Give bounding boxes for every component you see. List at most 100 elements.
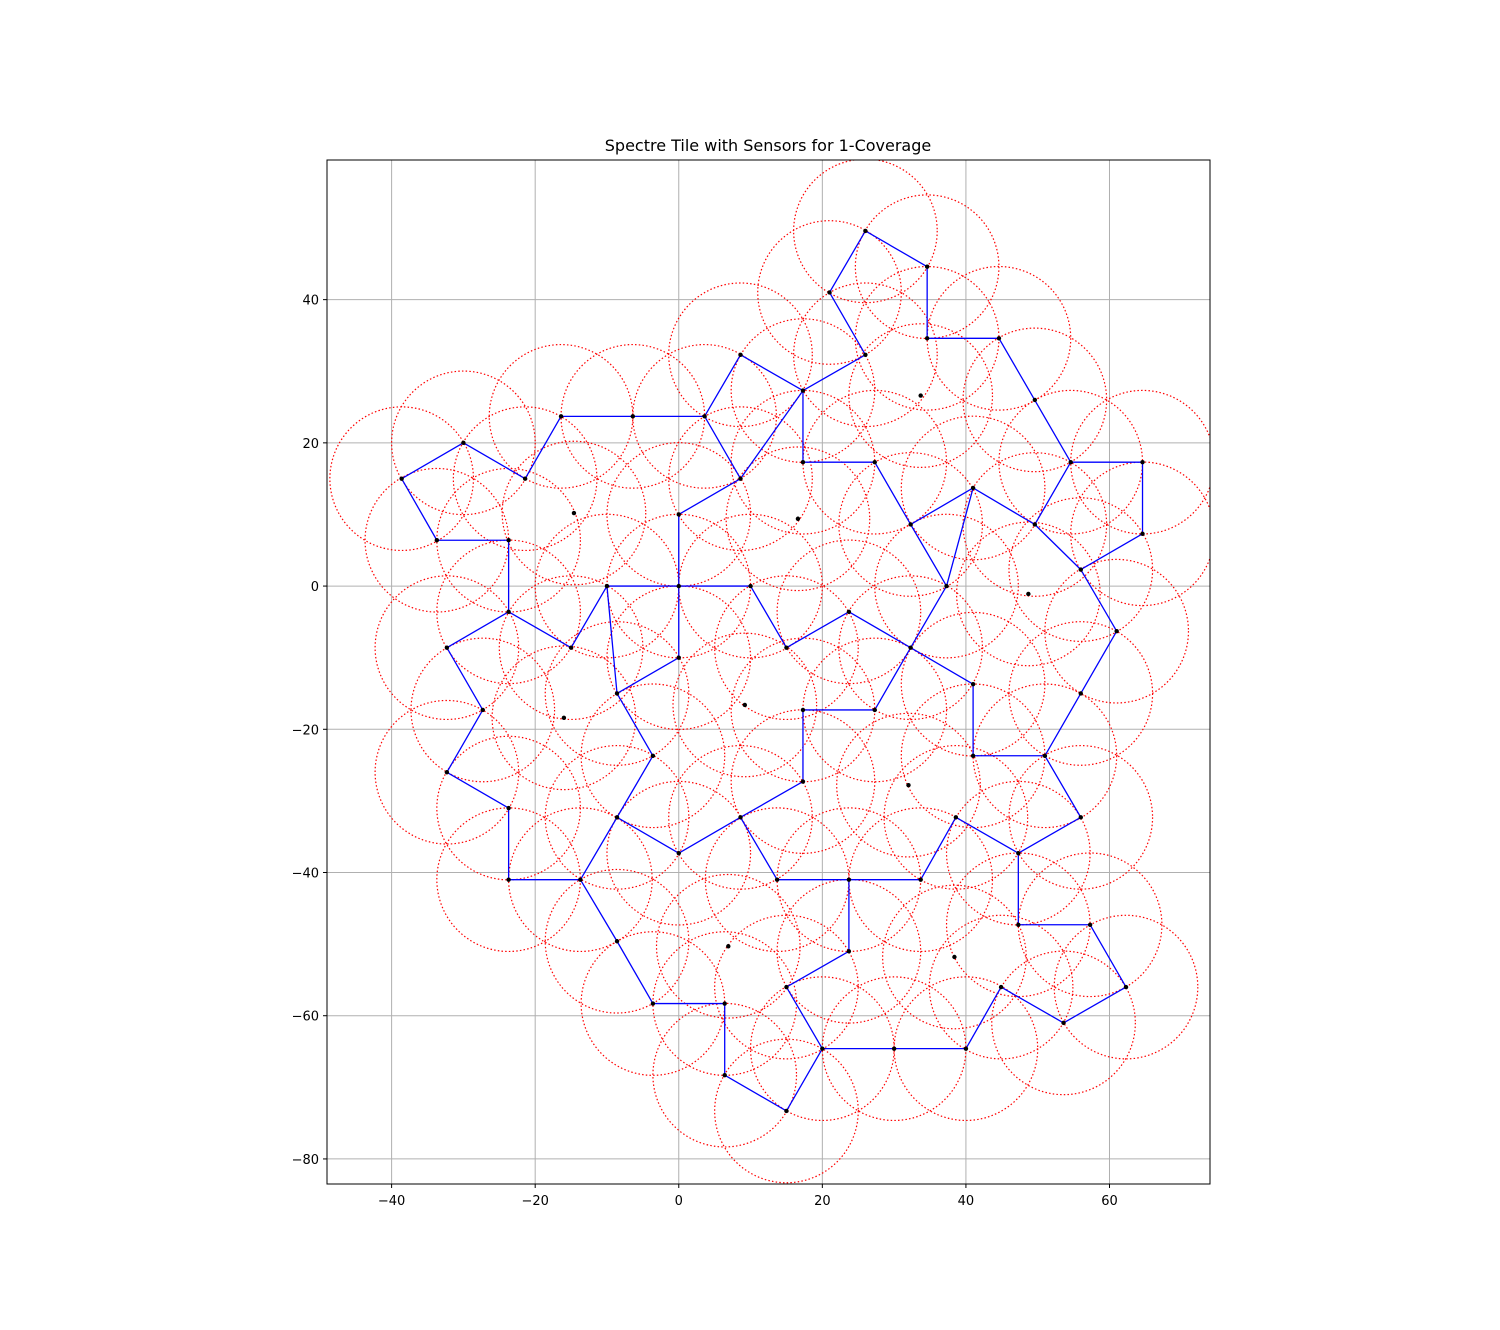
x-tick-label: 20 [814,1194,831,1209]
tile-edge [704,416,742,479]
coverage-circle [900,611,1046,757]
sensor-point [1061,1020,1066,1026]
sensor-point [800,779,806,784]
coverage-circle [793,282,938,428]
tile-edge [920,817,957,880]
tile-edge [785,1048,823,1112]
sensor-point [944,583,949,589]
sensor-point [908,522,913,527]
sensor-point [795,516,801,521]
tile-edge [749,585,788,648]
tile-edge [446,771,509,809]
coverage-circle [928,914,1074,1060]
sensor-point [506,877,511,882]
tile-edge [570,585,608,648]
tile-edge [446,647,484,711]
tile-edge [463,442,526,480]
coverage-circle [962,452,1108,597]
tile-edge [786,950,850,988]
tile-edge [616,816,680,854]
sensor-point [676,850,681,856]
sensor-point [908,645,913,650]
tile-edge [508,611,572,649]
sensor-point [996,336,1002,341]
tile-edge [828,230,866,293]
tile-edge [704,354,742,417]
sensor-point [846,877,852,882]
coverage-circle [501,440,647,586]
tile-edge [1044,693,1082,757]
sensor-point [827,290,832,295]
sensor-point [1078,691,1083,696]
coverage-circle [725,446,871,592]
tile-edge [910,487,974,526]
sensor-point [800,388,806,393]
sensor-point [399,476,404,481]
sensor-point [614,815,620,820]
sensor-point [522,476,528,481]
chart-title: Spectre Tile with Sensors for 1-Coverage [605,136,931,155]
tile-edge [828,292,866,356]
sensor-point [1026,591,1031,597]
tile-edge [1080,533,1143,571]
coverage-circle [1008,621,1154,766]
coverage-circle [926,265,1072,411]
coverage-circle [802,637,948,783]
tile-edge [446,709,484,773]
sensor-points [399,228,1145,1114]
coverage-circle [776,539,922,685]
sensor-point [726,944,731,949]
sensor-point [614,691,620,696]
sensor-point [846,949,852,954]
sensor-point [1078,815,1083,820]
sensor-point [676,583,681,589]
tile-edge [606,586,618,694]
sensor-point [872,459,877,465]
tile-edge [910,585,948,648]
tile-edge [616,657,680,695]
sensor-point [952,954,957,960]
tile-edge [1063,986,1127,1024]
tile-edge [401,442,464,480]
tile-edge [1044,755,1082,818]
coverage-circle [668,406,813,552]
tile-edge [965,986,1002,1049]
sensor-point [571,510,577,516]
sensor-point [970,681,976,687]
coverage-circle [1008,497,1154,642]
y-tick-label: −80 [292,1153,319,1168]
coverage-circle [580,683,726,829]
sensor-point [970,753,976,758]
sensor-point [558,414,564,419]
x-tick-label: −40 [378,1194,405,1209]
tile-edge [1080,630,1118,694]
sensor-point [784,984,789,990]
sensor-point [444,770,450,775]
coverage-circle [793,160,938,304]
tile-edge [446,611,509,649]
sensor-point [722,1001,727,1006]
tile-edge [945,487,974,587]
y-tick-label: 0 [311,580,319,595]
y-tick-label: 40 [302,294,319,309]
sensor-point [630,414,636,419]
sensor-point [568,645,574,650]
sensor-point [722,1072,727,1078]
coverage-circle [836,712,981,858]
sensor-point [784,645,789,650]
sensor-point [820,1046,825,1051]
coverage-circle [491,645,637,791]
sensor-point [1140,531,1145,536]
sensor-point [872,707,877,713]
sensor-point [434,538,440,543]
sensor-point [863,352,868,357]
y-tick-label: −60 [292,1010,319,1025]
sensor-point [800,459,806,465]
coverage-circle [972,683,1118,829]
sensor-point [784,1108,789,1114]
sensor-point [604,583,610,589]
tile-edge [848,611,911,649]
coverage-circle [606,780,752,926]
sensor-point [1078,567,1083,572]
sensor-point [924,264,930,269]
